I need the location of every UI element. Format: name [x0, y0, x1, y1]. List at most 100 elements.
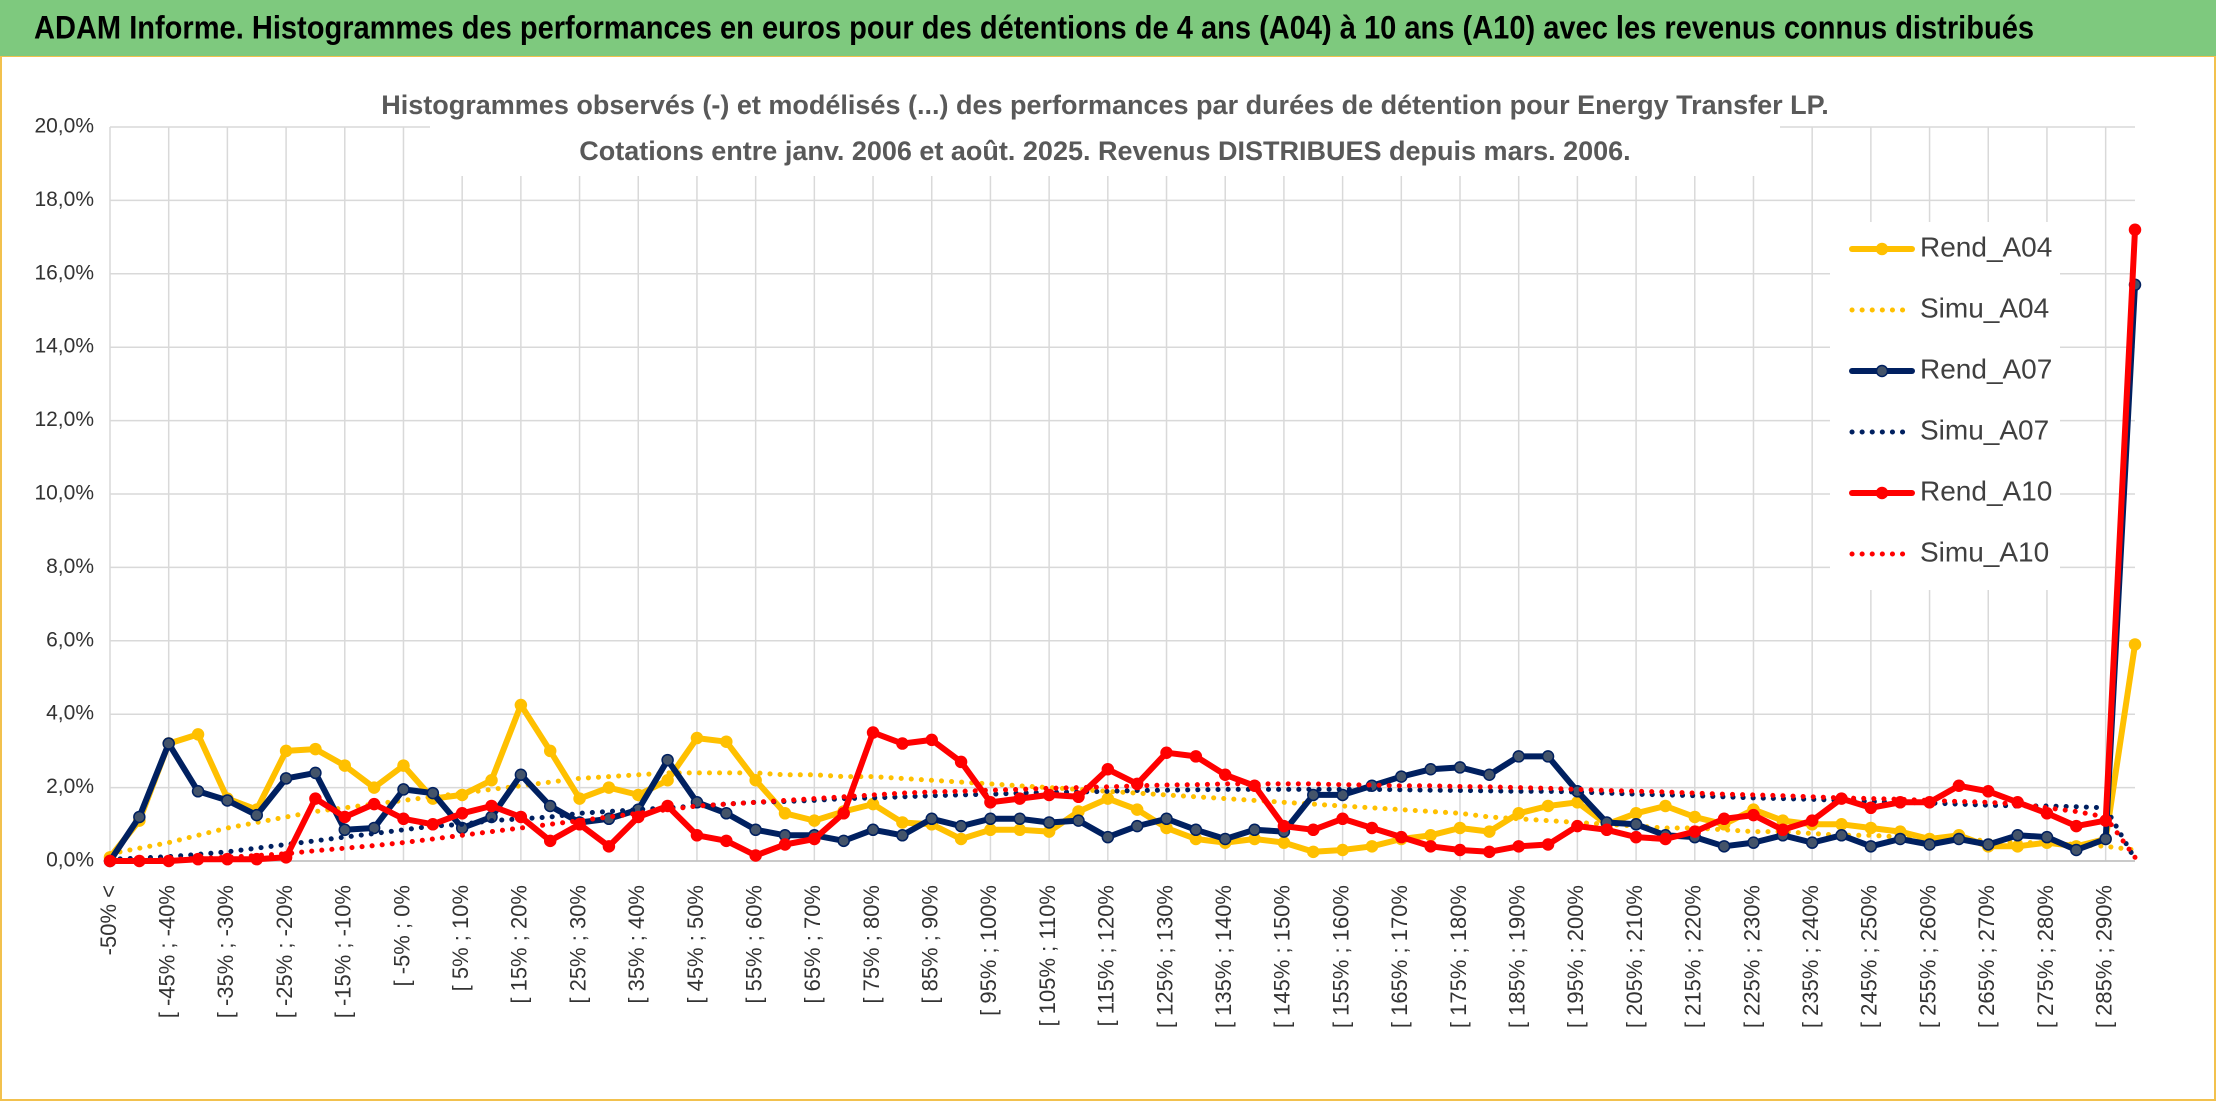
x-tick-label: [ 35% ; 40%	[624, 885, 649, 1004]
data-point	[720, 807, 733, 820]
data-point	[837, 834, 850, 848]
data-point	[2070, 843, 2083, 857]
data-point	[1688, 810, 1702, 824]
data-point	[573, 792, 586, 805]
data-point	[543, 799, 557, 813]
x-tick-label: [ 285% ; 290%	[2091, 885, 2116, 1028]
data-point	[896, 829, 909, 842]
data-point	[1307, 823, 1320, 837]
data-point	[2128, 638, 2142, 651]
data-point	[1042, 788, 1056, 802]
data-point	[1864, 821, 1878, 835]
x-tick-label: [ 225% ; 230%	[1739, 885, 1764, 1028]
data-point	[925, 733, 938, 747]
data-point	[1101, 792, 1115, 805]
data-point	[778, 838, 792, 851]
data-point	[514, 768, 528, 782]
data-point	[397, 812, 410, 826]
data-point	[191, 728, 205, 741]
data-point	[1747, 836, 1760, 849]
chart-subtitle: Histogrammes observés (-) et modélisés (…	[381, 90, 1828, 120]
data-point	[1424, 763, 1437, 776]
data-point	[338, 823, 352, 837]
data-point	[1982, 785, 1995, 798]
data-point	[1042, 816, 1056, 829]
data-point	[1835, 829, 1848, 842]
data-point	[984, 812, 997, 826]
data-point	[1659, 799, 1672, 813]
x-tick-label: [ 75% ; 80%	[859, 885, 884, 1004]
data-point	[1453, 761, 1467, 774]
legend-bg	[1830, 222, 2060, 590]
data-point	[1571, 819, 1584, 833]
x-tick-label: [ -25% ; -20%	[272, 885, 297, 1018]
x-tick-label: [ 155% ; 160%	[1328, 885, 1353, 1028]
subtitle-bg	[430, 82, 1780, 176]
data-point	[1453, 843, 1467, 857]
data-point	[1424, 829, 1437, 842]
data-point	[1952, 779, 1966, 793]
data-point	[1805, 814, 1819, 827]
data-point	[367, 821, 381, 835]
x-tick-label: [ 65% ; 70%	[800, 885, 825, 1004]
data-point	[661, 774, 674, 787]
data-point	[1395, 830, 1408, 844]
data-point	[2099, 832, 2112, 846]
data-point	[837, 807, 850, 820]
data-point	[1160, 746, 1173, 759]
y-tick-label: 12,0%	[34, 408, 94, 431]
data-point	[250, 808, 263, 822]
data-point	[2011, 829, 2024, 842]
x-tick-label: [ 135% ; 140%	[1211, 885, 1236, 1028]
x-tick-label: [ 55% ; 60%	[741, 885, 766, 1004]
legend-marker	[1875, 364, 1889, 378]
x-tick-label: [ 25% ; 30%	[565, 885, 590, 1004]
data-point	[543, 834, 557, 848]
data-point	[1776, 823, 1790, 837]
x-tick-label: [ 85% ; 90%	[918, 885, 943, 1004]
y-tick-label: 18,0%	[34, 188, 94, 211]
y-tick-label: 20,0%	[34, 115, 94, 138]
x-tick-label: [ 5% ; 10%	[448, 885, 473, 991]
y-tick-label: 4,0%	[46, 702, 94, 725]
data-point	[690, 829, 704, 842]
data-point	[690, 731, 704, 745]
data-point	[1013, 812, 1027, 826]
data-point	[1072, 790, 1085, 804]
data-point	[954, 832, 968, 846]
legend-marker	[1875, 242, 1889, 256]
data-point	[896, 816, 909, 829]
data-point	[1336, 812, 1349, 826]
data-point	[661, 753, 674, 767]
chart-title: ADAM Informe. Histogrammes des performan…	[34, 9, 2034, 45]
data-point	[1717, 812, 1731, 826]
data-point	[1336, 843, 1349, 857]
data-point	[1453, 821, 1467, 835]
data-point	[866, 823, 880, 837]
data-point	[455, 807, 469, 820]
data-point	[2040, 807, 2054, 820]
x-tick-label: [ 215% ; 220%	[1681, 885, 1706, 1028]
legend-marker	[1875, 486, 1889, 500]
data-point	[1629, 807, 1643, 820]
data-point	[1541, 750, 1555, 763]
data-point	[1747, 808, 1760, 822]
data-point	[749, 774, 762, 787]
data-point	[221, 794, 234, 807]
data-point	[2040, 830, 2054, 844]
y-tick-label: 0,0%	[46, 849, 94, 872]
x-tick-label: [ 205% ; 210%	[1622, 885, 1647, 1028]
data-point	[1600, 823, 1613, 837]
data-point	[1512, 750, 1525, 763]
data-point	[1541, 799, 1555, 813]
data-point	[2070, 819, 2083, 833]
data-point	[1483, 825, 1496, 838]
x-tick-label: [ -45% ; -40%	[155, 885, 180, 1018]
series-line	[107, 770, 2138, 857]
data-point	[1688, 825, 1702, 838]
data-point	[984, 796, 997, 809]
data-point	[1483, 845, 1496, 859]
data-point	[866, 797, 880, 811]
x-tick-label: [ -15% ; -10%	[331, 885, 356, 1018]
data-point	[1160, 812, 1173, 826]
